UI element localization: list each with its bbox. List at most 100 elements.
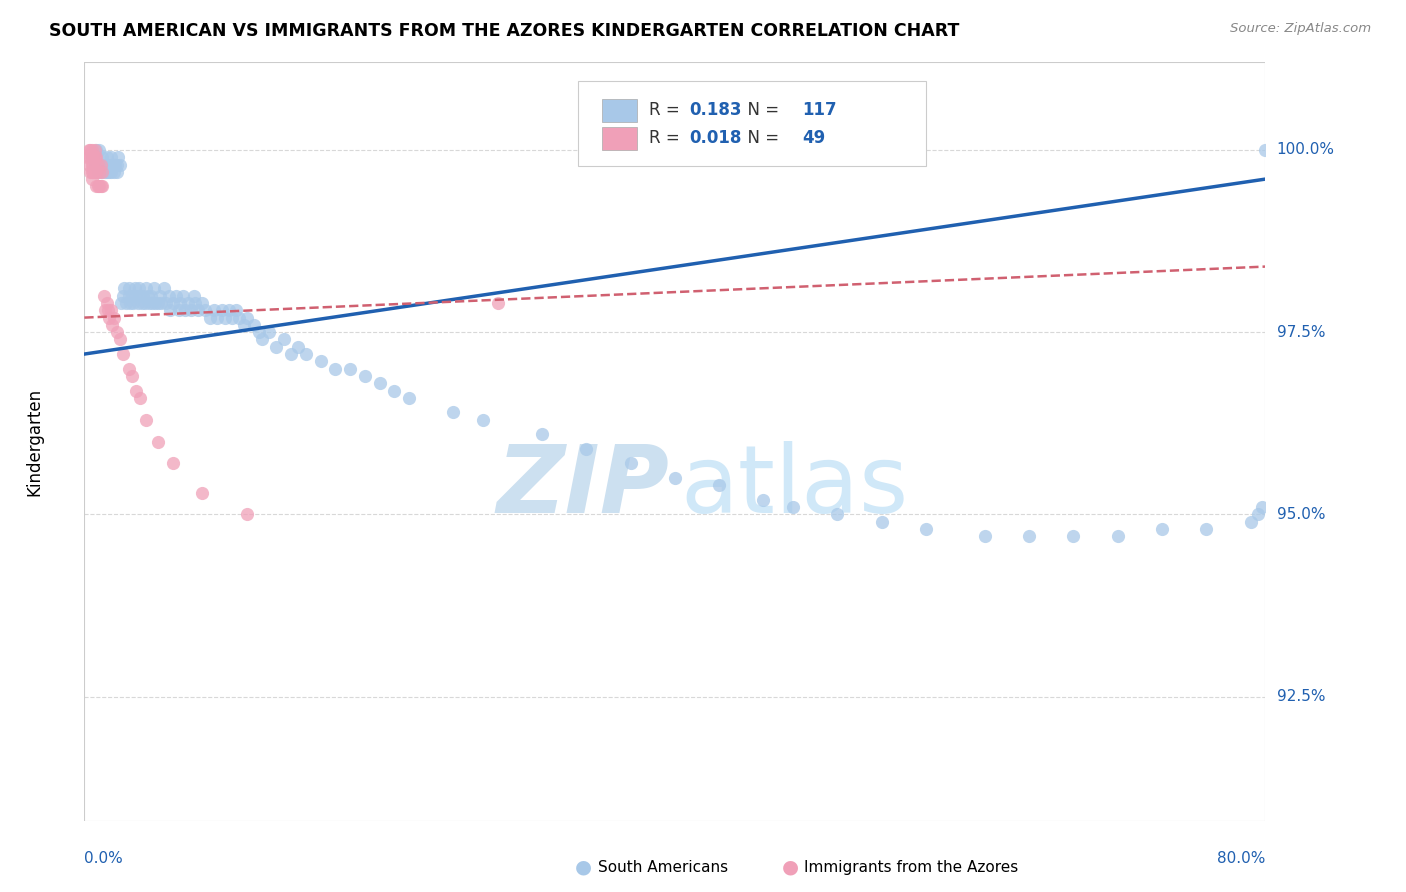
Point [138, 296, 160, 310]
Text: N =: N = [738, 101, 785, 120]
Point [129, 391, 152, 405]
Point [1240, 515, 1263, 529]
Point [273, 333, 295, 347]
Point [80, 172, 103, 186]
Point [194, 303, 217, 318]
Point [101, 318, 124, 332]
Text: 0.0%: 0.0% [84, 851, 124, 866]
Point [83, 143, 105, 157]
Point [125, 289, 148, 303]
Point [98, 310, 121, 325]
Point [214, 310, 236, 325]
FancyBboxPatch shape [602, 99, 637, 121]
Point [87, 179, 111, 194]
Point [287, 340, 309, 354]
Text: South Americans: South Americans [598, 860, 728, 874]
Point [191, 485, 214, 500]
Point [84, 179, 107, 194]
Point [173, 303, 195, 318]
Point [752, 492, 775, 507]
Point [295, 347, 318, 361]
Point [96, 165, 118, 179]
Point [77, 157, 100, 171]
Point [76, 150, 98, 164]
Point [148, 434, 170, 449]
Point [368, 376, 391, 391]
Point [247, 325, 270, 339]
Point [187, 303, 209, 318]
Point [782, 500, 804, 515]
Point [129, 289, 152, 303]
Point [83, 150, 105, 164]
Point [104, 157, 127, 171]
Point [1063, 529, 1085, 543]
Text: Source: ZipAtlas.com: Source: ZipAtlas.com [1230, 22, 1371, 36]
Point [1247, 508, 1270, 522]
Point [141, 296, 163, 310]
Point [257, 325, 280, 339]
Point [121, 289, 143, 303]
Point [114, 296, 136, 310]
Text: ZIP: ZIP [496, 441, 669, 533]
Point [309, 354, 332, 368]
Text: 95.0%: 95.0% [1277, 507, 1324, 522]
Point [90, 179, 112, 194]
Text: 92.5%: 92.5% [1277, 690, 1324, 704]
Point [620, 457, 643, 471]
Point [96, 296, 118, 310]
Point [339, 361, 361, 376]
Point [83, 157, 105, 171]
Point [118, 361, 141, 376]
Point [207, 310, 229, 325]
Point [127, 296, 149, 310]
Point [472, 412, 495, 426]
Point [82, 165, 104, 179]
Point [80, 150, 103, 164]
Point [120, 296, 142, 310]
Point [250, 333, 273, 347]
Point [90, 165, 112, 179]
Point [97, 303, 120, 318]
Point [87, 165, 111, 179]
Point [94, 303, 117, 318]
Text: 0.018: 0.018 [689, 129, 741, 147]
Point [232, 318, 254, 332]
Point [80, 143, 103, 157]
Point [80, 150, 103, 164]
Point [135, 412, 157, 426]
Point [86, 157, 108, 171]
Point [82, 150, 104, 164]
Point [139, 289, 162, 303]
Point [82, 157, 104, 171]
Point [150, 296, 173, 310]
Point [236, 310, 259, 325]
Point [202, 303, 225, 318]
Text: Kindergarten: Kindergarten [25, 387, 44, 496]
Point [135, 281, 157, 295]
Point [827, 508, 849, 522]
Point [325, 361, 347, 376]
Point [1107, 529, 1129, 543]
Point [108, 157, 131, 171]
Point [486, 296, 509, 310]
Point [93, 289, 115, 303]
Point [159, 303, 181, 318]
Point [98, 165, 121, 179]
Point [91, 179, 114, 194]
Point [211, 303, 233, 318]
Point [90, 157, 112, 171]
Point [87, 143, 111, 157]
Point [80, 165, 103, 179]
Point [118, 281, 141, 295]
Point [94, 165, 117, 179]
Point [709, 478, 731, 492]
Point [228, 310, 250, 325]
Point [91, 150, 114, 164]
Point [80, 157, 103, 171]
Point [124, 281, 146, 295]
Point [870, 515, 893, 529]
Point [128, 281, 150, 295]
Point [131, 296, 153, 310]
Point [172, 289, 194, 303]
Point [87, 157, 111, 171]
